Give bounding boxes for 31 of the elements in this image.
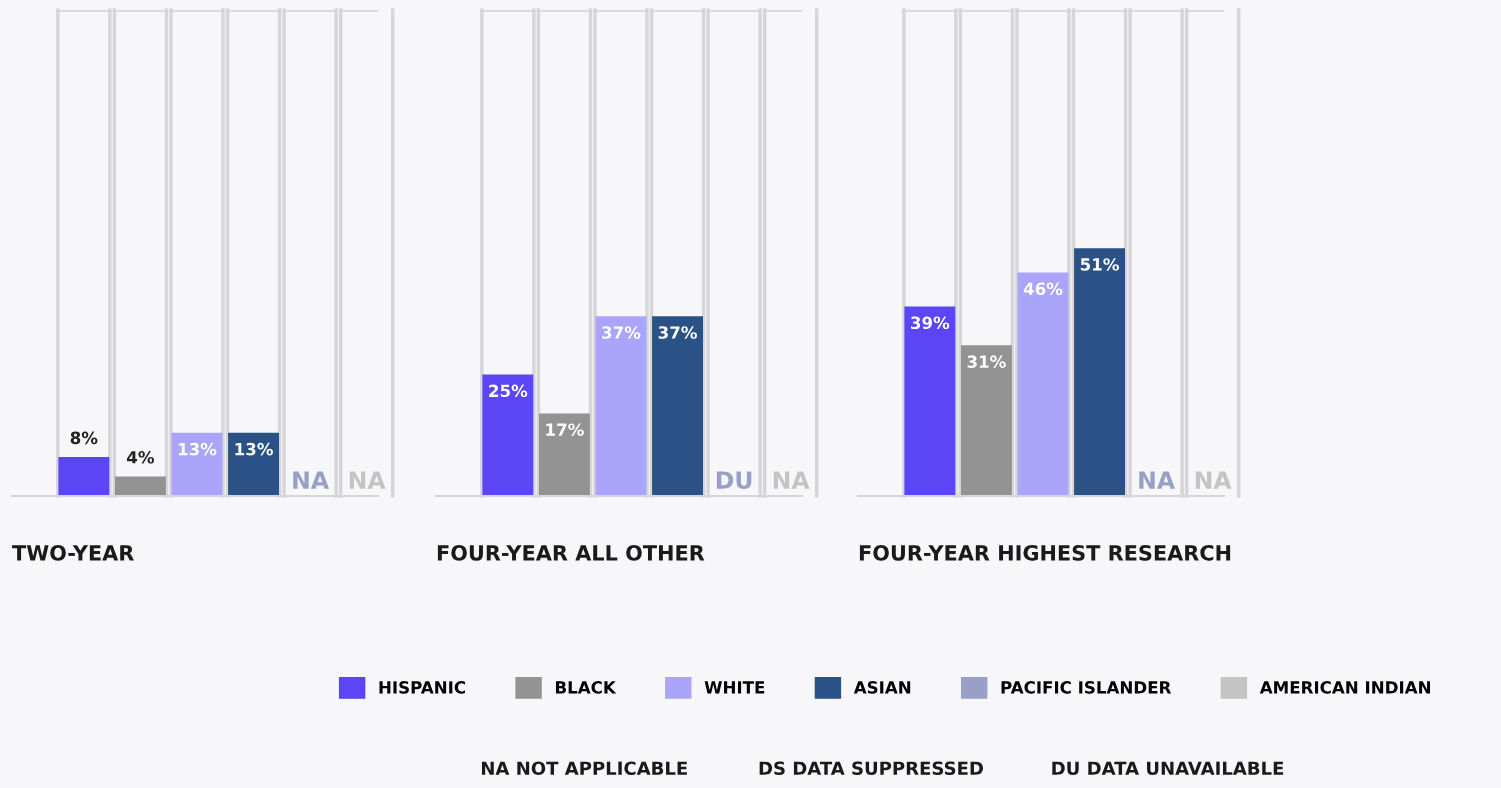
legend-label: AMERICAN INDIAN (1259, 681, 1431, 694)
x-axis-title: FOUR-YEAR HIGHEST RESEARCH (859, 544, 1231, 561)
data-label: 4% (127, 451, 155, 464)
text: DU (716, 471, 752, 489)
data-label: 37% (602, 326, 641, 339)
bar (904, 306, 956, 496)
data-label: 51% (1080, 258, 1119, 271)
legend-label: HISPANIC (379, 681, 466, 694)
bar (960, 345, 1012, 496)
data-label: 8% (70, 431, 98, 445)
bar (1017, 272, 1069, 496)
legend-label: PACIFIC ISLANDER (1001, 681, 1172, 694)
data-label: 13% (178, 442, 217, 456)
data-label: 39% (911, 316, 950, 330)
text: NA NOT APPLICABLE (481, 761, 687, 776)
text: DS DATA SUPPRESSED (759, 761, 983, 776)
legend-label: WHITE (704, 681, 765, 694)
data-label: 46% (1023, 282, 1063, 296)
text: NA (293, 471, 330, 489)
legend-label: ASIAN (853, 681, 911, 694)
text: DU DATA UNAVAILABLE (1052, 761, 1284, 776)
x-axis-title: TWO-YEAR (12, 544, 134, 561)
data-label: 17% (546, 423, 584, 436)
data-label: 31% (967, 355, 1006, 368)
legend-label: BLACK (555, 681, 617, 694)
x-axis-title: FOUR-YEAR ALL OTHER (437, 544, 705, 561)
data-label: 13% (235, 442, 273, 456)
data-label: 25% (489, 384, 528, 398)
text: NA (1139, 471, 1176, 489)
data-label: 37% (658, 326, 697, 339)
bar (1074, 248, 1125, 496)
